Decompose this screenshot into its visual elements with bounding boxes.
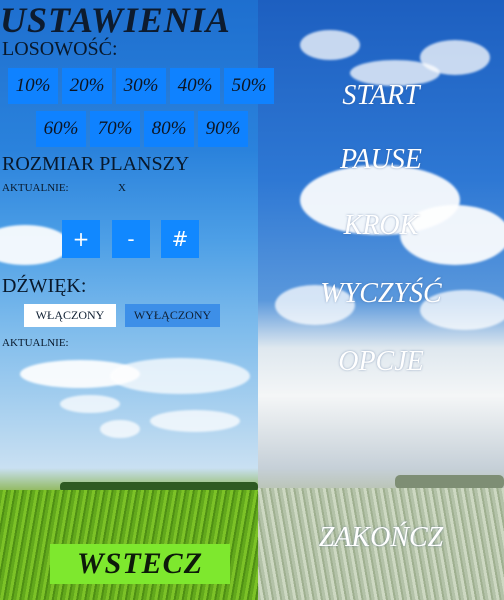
randomness-60-button[interactable]: 60% [36,111,86,147]
board-size-grid-button[interactable]: # [161,220,199,258]
sound-off-button[interactable]: WYŁĄCZONY [125,304,220,327]
cloud-decoration [420,290,504,330]
board-size-current-value: X [118,182,126,194]
cloud-decoration [300,30,360,60]
cloud-decoration [100,420,140,438]
back-button[interactable]: WSTECZ [50,544,230,584]
treeline [60,482,258,492]
options-button[interactable]: OPCJE [338,346,424,377]
page-title: USTAWIENIA [0,0,231,40]
cloud-decoration [110,358,250,394]
sound-current-label: AKTUALNIE: [2,337,69,349]
treeline [395,475,504,489]
start-button[interactable]: START [342,80,420,111]
board-size-label: ROZMIAR PLANSZY [2,153,190,175]
board-size-increase-button[interactable]: + [62,220,100,258]
randomness-10-button[interactable]: 10% [8,68,58,104]
cloud-decoration [400,205,504,265]
randomness-80-button[interactable]: 80% [144,111,194,147]
cloud-decoration [275,285,355,325]
randomness-20-button[interactable]: 20% [62,68,112,104]
cloud-decoration [60,395,120,413]
pause-button[interactable]: PAUSE [340,144,422,175]
randomness-30-button[interactable]: 30% [116,68,166,104]
cloud-decoration [0,225,70,265]
clear-button[interactable]: WYCZYŚĆ [320,278,442,309]
randomness-50-button[interactable]: 50% [224,68,274,104]
grass-field-right [258,488,504,600]
randomness-90-button[interactable]: 90% [198,111,248,147]
step-button[interactable]: KROK [343,210,419,241]
sound-on-button[interactable]: WŁĄCZONY [24,304,116,327]
board-size-decrease-button[interactable]: - [112,220,150,258]
sound-label: DŹWIĘK: [2,275,87,297]
quit-button[interactable]: ZAKOŃCZ [318,522,444,553]
cloud-decoration [350,60,440,86]
randomness-label: LOSOWOŚĆ: [2,38,118,60]
cloud-decoration [150,410,240,432]
randomness-40-button[interactable]: 40% [170,68,220,104]
board-size-current-label: AKTUALNIE: [2,182,69,194]
randomness-70-button[interactable]: 70% [90,111,140,147]
